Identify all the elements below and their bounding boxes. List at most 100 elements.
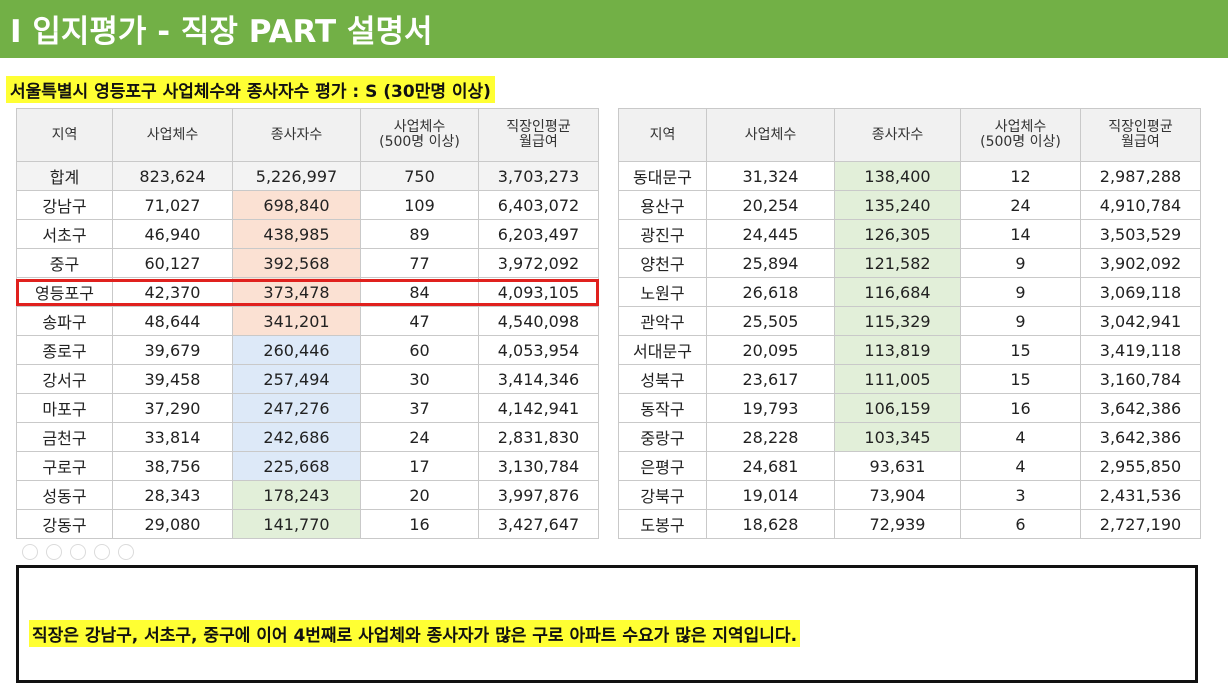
table-row: 종로구 39,679 260,446 60 4,053,954 — [16, 335, 599, 365]
table-cell: 9 — [960, 248, 1081, 278]
table-row: 관악구 25,505 115,329 9 3,042,941 — [618, 306, 1201, 336]
column-header: 종사자수 — [232, 108, 361, 162]
header-banner: I 입지평가 - 직장 PART 설명서 — [0, 0, 1228, 58]
table-cell: 15 — [960, 364, 1081, 394]
table-cell: 성동구 — [16, 480, 113, 510]
table-cell: 39,679 — [112, 335, 233, 365]
table-cell: 4 — [960, 451, 1081, 481]
table-cell: 서초구 — [16, 219, 113, 249]
table-cell: 750 — [360, 161, 479, 191]
table-cell: 9 — [960, 306, 1081, 336]
table-cell: 동대문구 — [618, 161, 707, 191]
table-cell: 89 — [360, 219, 479, 249]
table-header-row: 지역 사업체수 종사자수 사업체수 (500명 이상) 직장인평균 월급여 — [618, 108, 1201, 162]
toolbar-icon — [70, 544, 86, 560]
table-cell: 노원구 — [618, 277, 707, 307]
table-row: 강북구 19,014 73,904 3 2,431,536 — [618, 480, 1201, 510]
column-header: 직장인평균 월급여 — [478, 108, 599, 162]
table-cell: 30 — [360, 364, 479, 394]
table-row: 영등포구 42,370 373,478 84 4,093,105 — [16, 277, 599, 307]
table-cell: 24 — [960, 190, 1081, 220]
table-cell: 260,446 — [232, 335, 361, 365]
table-cell: 3,069,118 — [1080, 277, 1201, 307]
table-cell: 29,080 — [112, 509, 233, 539]
column-header: 지역 — [16, 108, 113, 162]
column-header: 사업체수 — [706, 108, 835, 162]
summary-text: 직장은 강남구, 서초구, 중구에 이어 4번째로 사업체와 종사자가 많은 구… — [29, 620, 801, 647]
table-cell: 4,910,784 — [1080, 190, 1201, 220]
table-cell: 영등포구 — [16, 277, 113, 307]
table-cell: 4,540,098 — [478, 306, 599, 336]
table-row: 노원구 26,618 116,684 9 3,069,118 — [618, 277, 1201, 307]
table-row: 중구 60,127 392,568 77 3,972,092 — [16, 248, 599, 278]
table-cell: 373,478 — [232, 277, 361, 307]
yeongdeungpo-highlight-box — [16, 279, 599, 306]
table-cell: 20 — [360, 480, 479, 510]
column-header: 사업체수 (500명 이상) — [960, 108, 1081, 162]
table-cell: 103,345 — [834, 422, 961, 452]
table-subtitle: 서울특별시 영등포구 사업체수와 종사자수 평가 : S (30만명 이상) — [6, 76, 495, 103]
table-cell: 106,159 — [834, 393, 961, 423]
table-row: 동대문구 31,324 138,400 12 2,987,288 — [618, 161, 1201, 191]
table-cell: 109 — [360, 190, 479, 220]
toolbar-icon — [46, 544, 62, 560]
column-header: 종사자수 — [834, 108, 961, 162]
table-cell: 698,840 — [232, 190, 361, 220]
table-cell: 17 — [360, 451, 479, 481]
table-cell: 6,203,497 — [478, 219, 599, 249]
table-cell: 38,756 — [112, 451, 233, 481]
table-row: 성동구 28,343 178,243 20 3,997,876 — [16, 480, 599, 510]
table-cell: 31,324 — [706, 161, 835, 191]
table-cell: 중구 — [16, 248, 113, 278]
table-cell: 12 — [960, 161, 1081, 191]
table-cell: 5,226,997 — [232, 161, 361, 191]
table-cell: 138,400 — [834, 161, 961, 191]
table-cell: 2,831,830 — [478, 422, 599, 452]
table-cell: 225,668 — [232, 451, 361, 481]
table-cell: 18,628 — [706, 509, 835, 539]
table-cell: 77 — [360, 248, 479, 278]
table-cell: 15 — [960, 335, 1081, 365]
table-cell: 121,582 — [834, 248, 961, 278]
table-cell: 양천구 — [618, 248, 707, 278]
table-cell: 관악구 — [618, 306, 707, 336]
toolbar-icon — [94, 544, 110, 560]
table-row: 강동구 29,080 141,770 16 3,427,647 — [16, 509, 599, 539]
right-data-table: 지역 사업체수 종사자수 사업체수 (500명 이상) 직장인평균 월급여 동대문구 31,3… — [618, 108, 1201, 539]
table-cell: 3,427,647 — [478, 509, 599, 539]
table-cell: 135,240 — [834, 190, 961, 220]
table-cell: 73,904 — [834, 480, 961, 510]
table-row: 은평구 24,681 93,631 4 2,955,850 — [618, 451, 1201, 481]
table-cell: 구로구 — [16, 451, 113, 481]
table-cell: 강서구 — [16, 364, 113, 394]
table-cell: 47 — [360, 306, 479, 336]
table-cell: 마포구 — [16, 393, 113, 423]
table-cell: 33,814 — [112, 422, 233, 452]
table-cell: 중랑구 — [618, 422, 707, 452]
table-row: 중랑구 28,228 103,345 4 3,642,386 — [618, 422, 1201, 452]
table-cell: 48,644 — [112, 306, 233, 336]
table-cell: 4,142,941 — [478, 393, 599, 423]
table-cell: 39,458 — [112, 364, 233, 394]
table-row: 서초구 46,940 438,985 89 6,203,497 — [16, 219, 599, 249]
table-cell: 115,329 — [834, 306, 961, 336]
table-cell: 3,503,529 — [1080, 219, 1201, 249]
toolbar-icon — [118, 544, 134, 560]
table-cell: 4,053,954 — [478, 335, 599, 365]
table-cell: 2,987,288 — [1080, 161, 1201, 191]
table-cell: 247,276 — [232, 393, 361, 423]
table-cell: 2,955,850 — [1080, 451, 1201, 481]
table-row: 서대문구 20,095 113,819 15 3,419,118 — [618, 335, 1201, 365]
table-cell: 42,370 — [112, 277, 233, 307]
table-cell: 2,727,190 — [1080, 509, 1201, 539]
table-cell: 은평구 — [618, 451, 707, 481]
table-row: 강서구 39,458 257,494 30 3,414,346 — [16, 364, 599, 394]
table-cell: 26,618 — [706, 277, 835, 307]
table-cell: 3,414,346 — [478, 364, 599, 394]
table-cell: 823,624 — [112, 161, 233, 191]
table-cell: 도봉구 — [618, 509, 707, 539]
table-cell: 19,793 — [706, 393, 835, 423]
table-row: 성북구 23,617 111,005 15 3,160,784 — [618, 364, 1201, 394]
table-cell: 종로구 — [16, 335, 113, 365]
table-cell: 341,201 — [232, 306, 361, 336]
